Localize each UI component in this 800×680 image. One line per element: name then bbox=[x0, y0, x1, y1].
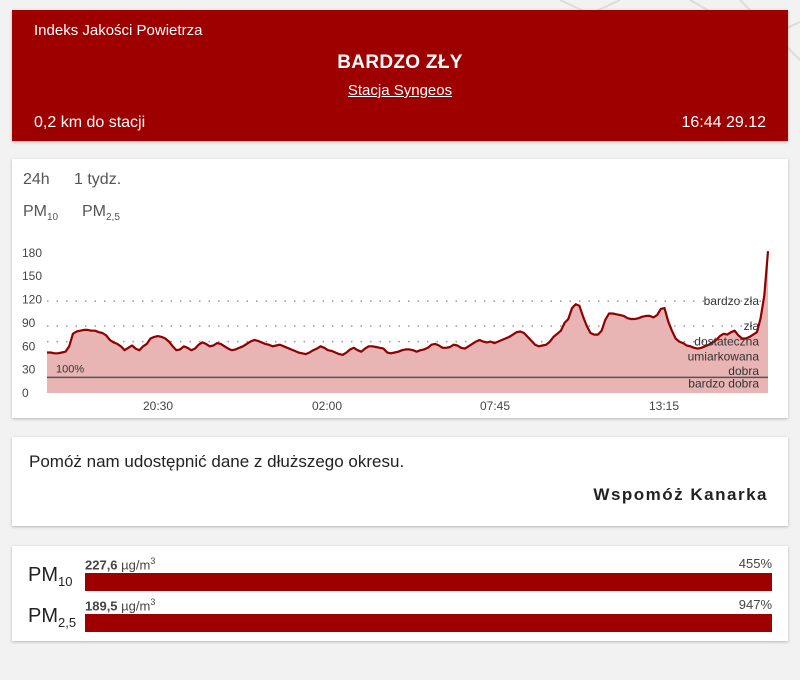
pm25-value: 189,5 µg/m3 bbox=[85, 597, 155, 613]
pm10-value: 227,6 µg/m3 bbox=[85, 556, 155, 572]
pm25-name-label: PM bbox=[28, 605, 58, 627]
level-label: umiarkowana bbox=[688, 349, 760, 363]
data-line bbox=[46, 251, 770, 356]
tab-pm10[interactable]: PM10 bbox=[23, 203, 58, 223]
tab-pm25[interactable]: PM2,5 bbox=[82, 203, 120, 223]
pm10-bar-fill bbox=[85, 573, 772, 591]
pm10-unit: µg/m bbox=[121, 557, 151, 573]
pm10-name: PM10 bbox=[28, 564, 72, 589]
y-tick-label: 30 bbox=[22, 363, 36, 377]
x-tick-label: 07:45 bbox=[480, 399, 510, 413]
tab-pm10-label: PM bbox=[23, 203, 47, 220]
pm25-bar-fill bbox=[85, 614, 772, 632]
history-chart-card: 24h 1 tydz. PM10 PM2,5 0 30 60 90 120 150 180 1… bbox=[12, 159, 788, 418]
y-tick-label: 90 bbox=[22, 316, 36, 330]
concentrations-card: PM10 227,6 µg/m3 455% PM2,5 189,5 µg/m3 … bbox=[12, 546, 788, 641]
x-tick-label: 13:15 bbox=[649, 399, 679, 413]
pm25-unit: µg/m bbox=[121, 598, 151, 614]
pm25-value-number: 189,5 bbox=[85, 598, 118, 614]
pm25-row: PM2,5 189,5 µg/m3 947% bbox=[12, 597, 788, 637]
tab-24h[interactable]: 24h bbox=[23, 171, 50, 188]
y-tick-label: 60 bbox=[22, 339, 36, 353]
pm25-name-sub: 2,5 bbox=[58, 615, 77, 630]
support-message: Pomóż nam udostępnić dane z dłuższego ok… bbox=[29, 452, 405, 471]
pm10-value-number: 227,6 bbox=[85, 557, 118, 573]
level-label: dostateczna bbox=[694, 335, 759, 349]
pm10-row: PM10 227,6 µg/m3 455% bbox=[12, 556, 788, 596]
tab-pm25-sub: 2,5 bbox=[106, 212, 120, 224]
pm25-bar bbox=[85, 614, 772, 632]
y-tick-label: 120 bbox=[22, 293, 42, 307]
support-button[interactable]: Wspomóż Kanarka bbox=[593, 485, 768, 504]
level-label: bardzo zła bbox=[704, 294, 760, 308]
index-label: Indeks Jakości Powietrza bbox=[34, 22, 203, 39]
support-card: Pomóż nam udostępnić dane z dłuższego ok… bbox=[12, 437, 788, 526]
x-tick-label: 20:30 bbox=[143, 399, 173, 413]
pm25-name: PM2,5 bbox=[28, 605, 76, 630]
station-link[interactable]: Stacja Syngeos bbox=[347, 82, 453, 99]
air-quality-index-card[interactable]: Indeks Jakości Powietrza BARDZO ZŁY Stac… bbox=[12, 10, 788, 141]
tab-pm10-sub: 10 bbox=[47, 212, 59, 224]
x-tick-label: 02:00 bbox=[312, 399, 342, 413]
pm25-percent: 947% bbox=[738, 597, 772, 612]
pm10-bar bbox=[85, 573, 772, 591]
level-label: zła bbox=[744, 319, 760, 333]
pm10-name-sub: 10 bbox=[58, 574, 73, 589]
y-tick-label: 0 bbox=[22, 386, 29, 400]
level-label: bardzo dobra bbox=[688, 377, 759, 391]
tab-pm25-label: PM bbox=[82, 203, 106, 220]
data-area bbox=[47, 251, 768, 393]
level-label: dobra bbox=[728, 364, 759, 378]
aqi-status: BARDZO ZŁY bbox=[337, 52, 463, 73]
pm25-area-chart: 0 30 60 90 120 150 180 100% bardzo zła zła dostate… bbox=[22, 246, 770, 413]
y-tick-label: 180 bbox=[22, 246, 42, 260]
pm25-unit-sup: 3 bbox=[150, 597, 156, 607]
pm10-percent: 455% bbox=[738, 556, 772, 571]
y-tick-label: 150 bbox=[22, 269, 42, 283]
pm10-name-label: PM bbox=[28, 564, 58, 586]
tab-1-week[interactable]: 1 tydz. bbox=[74, 171, 122, 188]
station-distance: 0,2 km do stacji bbox=[34, 114, 146, 131]
measurement-timestamp: 16:44 29.12 bbox=[681, 114, 766, 131]
pm10-unit-sup: 3 bbox=[150, 556, 156, 566]
threshold-label: 100% bbox=[56, 363, 84, 375]
